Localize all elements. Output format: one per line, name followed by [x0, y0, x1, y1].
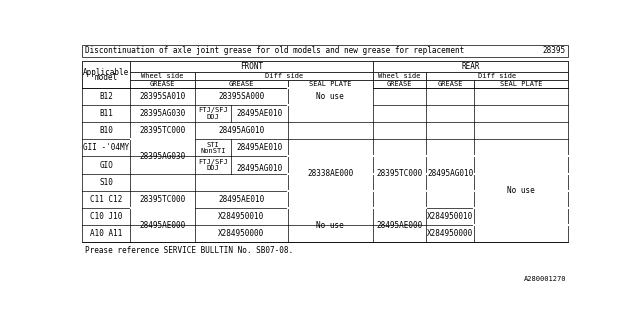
Text: 28495AE000: 28495AE000 — [376, 221, 423, 230]
Text: Diff side: Diff side — [265, 73, 303, 79]
Text: NonSTI: NonSTI — [200, 148, 226, 154]
Text: C11 C12: C11 C12 — [90, 195, 122, 204]
Bar — [83, 61, 131, 88]
Text: 28395AG030: 28395AG030 — [140, 152, 186, 161]
Bar — [373, 80, 426, 88]
Text: FTJ/SFJ: FTJ/SFJ — [198, 108, 228, 113]
Text: 28495AE010: 28495AE010 — [236, 143, 282, 152]
Text: 28495AG010: 28495AG010 — [218, 126, 264, 135]
Text: A280001270: A280001270 — [524, 276, 566, 282]
Text: A10 A11: A10 A11 — [90, 229, 122, 238]
Bar — [426, 72, 568, 80]
Text: 28495AE010: 28495AE010 — [236, 109, 282, 118]
Text: Discontinuation of axle joint grease for old models and new grease for replaceme: Discontinuation of axle joint grease for… — [85, 46, 465, 55]
Text: 28338AE000: 28338AE000 — [307, 169, 353, 178]
Text: No use: No use — [507, 186, 535, 195]
Text: 28395TC000: 28395TC000 — [376, 169, 423, 178]
Bar — [131, 80, 195, 88]
Text: No use: No use — [316, 92, 344, 101]
Text: GIO: GIO — [99, 161, 113, 170]
Text: GREASE: GREASE — [387, 81, 412, 87]
Text: S10: S10 — [99, 178, 113, 187]
Text: 28495AE000: 28495AE000 — [140, 221, 186, 230]
Text: X284950010: X284950010 — [218, 212, 264, 221]
Text: X284950000: X284950000 — [427, 229, 473, 238]
Text: 28395AG030: 28395AG030 — [140, 109, 186, 118]
Bar — [426, 80, 474, 88]
Bar — [131, 61, 373, 72]
Text: B11: B11 — [99, 109, 113, 118]
Text: REAR: REAR — [461, 62, 480, 71]
Text: GREASE: GREASE — [437, 81, 463, 87]
Bar — [288, 80, 373, 88]
Text: Wheel side: Wheel side — [378, 73, 421, 79]
Bar — [195, 80, 288, 88]
Text: SEAL PLATE: SEAL PLATE — [500, 81, 542, 87]
Text: Diff side: Diff side — [478, 73, 516, 79]
Text: Wheel side: Wheel side — [141, 73, 184, 79]
Text: 28395TC000: 28395TC000 — [140, 126, 186, 135]
Text: Prease reference SERVICE BULLTIN No. SB07-08.: Prease reference SERVICE BULLTIN No. SB0… — [84, 246, 292, 255]
Bar — [373, 72, 426, 80]
Bar — [131, 72, 195, 80]
Text: B12: B12 — [99, 92, 113, 101]
Text: DDJ: DDJ — [207, 114, 220, 120]
Text: FTJ/SFJ: FTJ/SFJ — [198, 159, 228, 165]
Text: GREASE: GREASE — [228, 81, 254, 87]
Text: 28395SA010: 28395SA010 — [140, 92, 186, 101]
Text: STI: STI — [207, 142, 220, 148]
Text: Applicable: Applicable — [83, 68, 129, 77]
Text: GREASE: GREASE — [150, 81, 175, 87]
Bar — [195, 72, 373, 80]
Text: 28395: 28395 — [542, 46, 565, 55]
Text: No use: No use — [316, 221, 344, 230]
Bar — [83, 44, 568, 57]
Text: X284950010: X284950010 — [427, 212, 473, 221]
Text: model: model — [95, 73, 118, 82]
Text: SEAL PLATE: SEAL PLATE — [309, 81, 351, 87]
Text: FRONT: FRONT — [240, 62, 263, 71]
Text: X284950000: X284950000 — [218, 229, 264, 238]
Text: 28495AG010: 28495AG010 — [236, 164, 282, 173]
Text: 28395TC000: 28395TC000 — [140, 195, 186, 204]
Bar — [83, 61, 568, 243]
Text: DDJ: DDJ — [207, 165, 220, 171]
Text: C10 J10: C10 J10 — [90, 212, 122, 221]
Bar — [474, 80, 568, 88]
Bar — [373, 61, 568, 72]
Text: GII -'04MY: GII -'04MY — [83, 143, 129, 152]
Text: 28395SA000: 28395SA000 — [218, 92, 264, 101]
Text: 28495AG010: 28495AG010 — [427, 169, 473, 178]
Text: B10: B10 — [99, 126, 113, 135]
Text: 28495AE010: 28495AE010 — [218, 195, 264, 204]
